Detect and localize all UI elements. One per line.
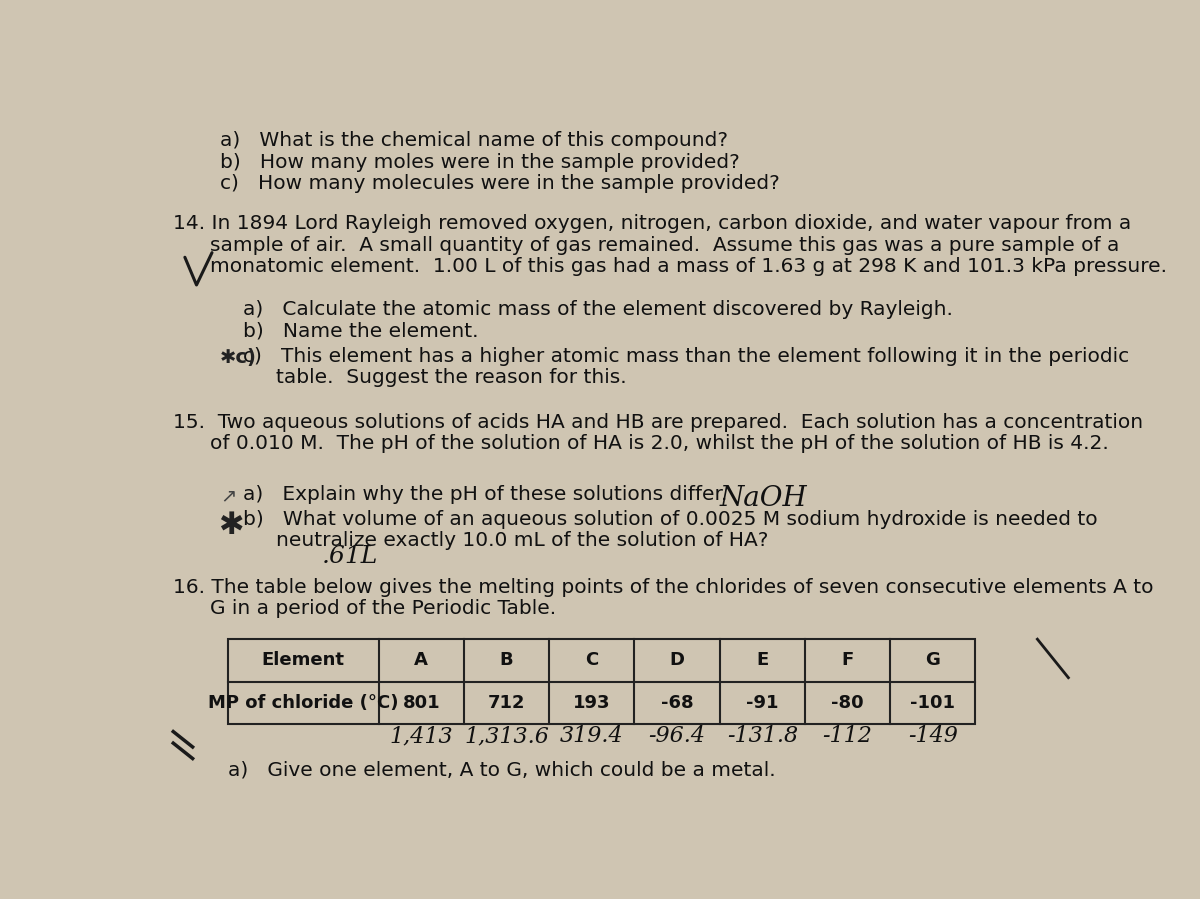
Text: -112: -112 — [822, 725, 872, 747]
Text: 16. The table below gives the melting points of the chlorides of seven consecuti: 16. The table below gives the melting po… — [173, 577, 1153, 597]
Text: 14. In 1894 Lord Rayleigh removed oxygen, nitrogen, carbon dioxide, and water va: 14. In 1894 Lord Rayleigh removed oxygen… — [173, 214, 1132, 233]
Text: b)   Name the element.: b) Name the element. — [242, 322, 479, 341]
Text: ✱c): ✱c) — [220, 348, 257, 367]
Text: -96.4: -96.4 — [648, 725, 706, 747]
Text: -149: -149 — [908, 725, 958, 747]
Text: a)   Calculate the atomic mass of the element discovered by Rayleigh.: a) Calculate the atomic mass of the elem… — [242, 300, 953, 319]
Text: 319.4: 319.4 — [560, 725, 624, 747]
Text: A: A — [414, 652, 428, 670]
Text: 1,313.6: 1,313.6 — [464, 725, 548, 747]
Text: sample of air.  A small quantity of gas remained.  Assume this gas was a pure sa: sample of air. A small quantity of gas r… — [210, 236, 1120, 254]
Text: neutralize exactly 10.0 mL of the solution of HA?: neutralize exactly 10.0 mL of the soluti… — [276, 531, 768, 550]
Text: B: B — [499, 652, 514, 670]
Text: C: C — [586, 652, 599, 670]
Text: -91: -91 — [746, 694, 779, 712]
Text: G: G — [925, 652, 940, 670]
Text: a)   Give one element, A to G, which could be a metal.: a) Give one element, A to G, which could… — [228, 761, 775, 779]
Text: ↗: ↗ — [220, 486, 236, 506]
Bar — [228, 639, 976, 724]
Text: -131.8: -131.8 — [727, 725, 798, 747]
Text: a)   What is the chemical name of this compound?: a) What is the chemical name of this com… — [220, 131, 727, 150]
Text: b)   How many moles were in the sample provided?: b) How many moles were in the sample pro… — [220, 153, 739, 172]
Text: G in a period of the Periodic Table.: G in a period of the Periodic Table. — [210, 599, 557, 619]
Text: a)   Explain why the pH of these solutions differ.: a) Explain why the pH of these solutions… — [242, 485, 727, 504]
Text: 712: 712 — [487, 694, 526, 712]
Text: c)   How many molecules were in the sample provided?: c) How many molecules were in the sample… — [220, 174, 780, 193]
Text: b)   What volume of an aqueous solution of 0.0025 M sodium hydroxide is needed t: b) What volume of an aqueous solution of… — [242, 510, 1098, 529]
Text: of 0.010 M.  The pH of the solution of HA is 2.0, whilst the pH of the solution : of 0.010 M. The pH of the solution of HA… — [210, 434, 1109, 453]
Text: NaOH: NaOH — [720, 485, 808, 512]
Text: -101: -101 — [911, 694, 955, 712]
Text: 1,413: 1,413 — [390, 725, 454, 747]
Text: table.  Suggest the reason for this.: table. Suggest the reason for this. — [276, 368, 626, 387]
Text: monatomic element.  1.00 L of this gas had a mass of 1.63 g at 298 K and 101.3 k: monatomic element. 1.00 L of this gas ha… — [210, 257, 1168, 276]
Text: .61L: .61L — [322, 545, 378, 568]
Text: -80: -80 — [832, 694, 864, 712]
Text: 15.  Two aqueous solutions of acids HA and HB are prepared.  Each solution has a: 15. Two aqueous solutions of acids HA an… — [173, 413, 1144, 432]
Text: ✱: ✱ — [218, 512, 244, 540]
Text: 801: 801 — [402, 694, 440, 712]
Text: F: F — [841, 652, 853, 670]
Text: -68: -68 — [661, 694, 694, 712]
Text: E: E — [756, 652, 768, 670]
Text: Element: Element — [262, 652, 344, 670]
Text: c)   This element has a higher atomic mass than the element following it in the : c) This element has a higher atomic mass… — [242, 347, 1129, 366]
Text: D: D — [670, 652, 684, 670]
Text: 193: 193 — [574, 694, 611, 712]
Text: MP of chloride (°C): MP of chloride (°C) — [208, 694, 398, 712]
